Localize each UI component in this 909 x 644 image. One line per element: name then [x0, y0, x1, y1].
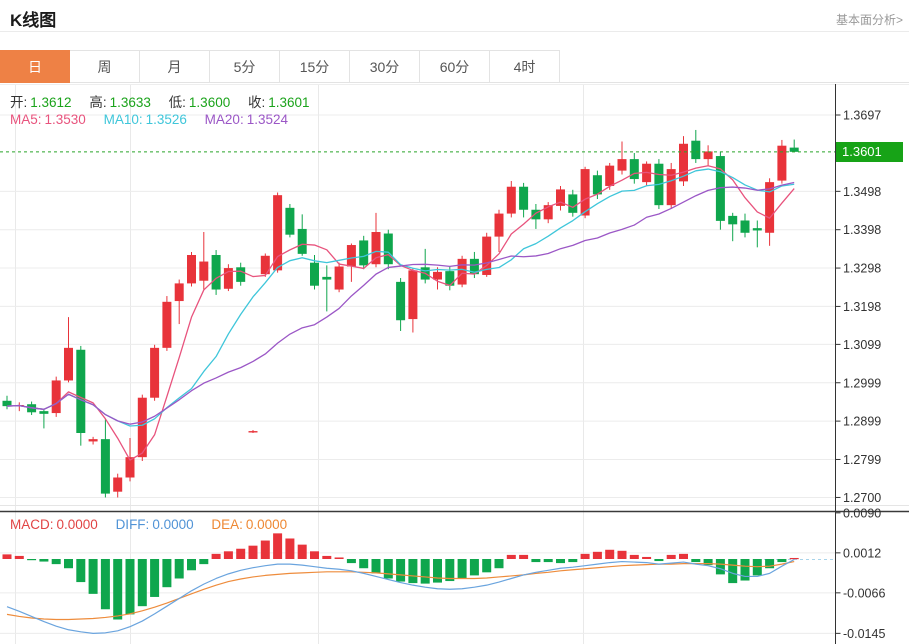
tab-month[interactable]: 月 [140, 50, 210, 83]
tab-4hour[interactable]: 4时 [490, 50, 560, 83]
grid-lines [0, 84, 909, 644]
tab-60min[interactable]: 60分 [420, 50, 490, 83]
high-value: 1.3633 [109, 95, 151, 110]
ma10-value: 1.3526 [145, 112, 187, 127]
axis-label: -0.0145 [843, 627, 885, 641]
tab-day[interactable]: 日 [0, 50, 70, 83]
current-price-tag: 1.3601 [836, 142, 903, 162]
tab-5min[interactable]: 5分 [210, 50, 280, 83]
close-value: 1.3601 [268, 95, 310, 110]
high-label: 高: [89, 95, 107, 110]
axis-label: 1.2999 [843, 376, 881, 390]
open-value: 1.3612 [30, 95, 72, 110]
axis-label: 1.3099 [843, 338, 881, 352]
axis-label: 1.3498 [843, 185, 881, 199]
macd-panel [2, 533, 836, 634]
ma5-value: 1.3530 [44, 112, 86, 127]
close-label: 收: [247, 95, 266, 110]
ma20-label: MA20: [204, 112, 244, 127]
diff-label: DIFF: [115, 517, 150, 532]
candlesticks [2, 129, 799, 498]
axis-label: 1.3198 [843, 300, 881, 314]
axis-label: 1.2899 [843, 415, 881, 429]
axis-label: 0.0012 [843, 546, 881, 560]
page-header: K线图 基本面分析> [0, 0, 909, 32]
tab-30min[interactable]: 30分 [350, 50, 420, 83]
low-value: 1.3600 [188, 95, 231, 110]
ma20-value: 1.3524 [246, 112, 288, 127]
ma10-label: MA10: [103, 112, 143, 127]
axis-label: 1.2700 [843, 491, 881, 505]
axis-label: 1.3697 [843, 109, 881, 123]
fundamental-analysis-link[interactable]: 基本面分析> [835, 13, 903, 27]
macd-legend: MACD: 0.0000 DIFF: 0.0000 DEA: 0.0000 [10, 517, 290, 532]
ma20-line [6, 181, 795, 425]
ma-legend: MA5: 1.3530 MA10: 1.3526 MA20: 1.3524 [10, 112, 291, 127]
axis-label: -0.0066 [843, 586, 885, 600]
right-axis: 1.3697 1.3498 1.3398 1.3298 1.3198 1.3099 1.29… [835, 84, 885, 644]
axis-label: 1.3398 [843, 223, 881, 237]
tab-15min[interactable]: 15分 [280, 50, 350, 83]
ohlc-legend: 开: 1.3612 高: 1.3633 低: 1.3600 收: 1.3601 [10, 91, 313, 111]
page-title: K线图 [10, 11, 57, 30]
open-label: 开: [10, 95, 28, 110]
diff-value: 0.0000 [152, 517, 194, 532]
ma5-label: MA5: [10, 112, 42, 127]
dea-value: 0.0000 [245, 517, 288, 532]
axis-label: 0.0090 [843, 506, 881, 520]
low-label: 低: [168, 95, 186, 110]
tab-week[interactable]: 周 [70, 50, 140, 83]
macd-label: MACD: [10, 517, 54, 532]
timeframe-tabs: 日周月 5分 15分 30分 60分 4时 [0, 50, 909, 83]
diff-line [6, 558, 795, 634]
dea-label: DEA: [211, 517, 243, 532]
ma10-line [6, 168, 795, 427]
macd-value: 0.0000 [56, 517, 98, 532]
axis-label: 1.3298 [843, 262, 881, 276]
ma-lines [6, 165, 795, 461]
axis-label: 1.2799 [843, 453, 881, 467]
